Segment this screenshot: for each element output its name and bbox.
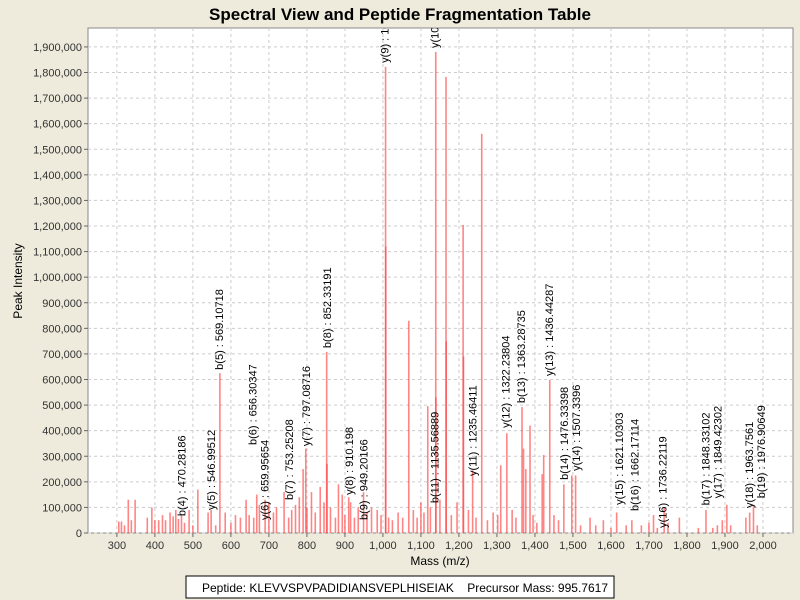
x-tick-label: 800 bbox=[298, 540, 316, 552]
x-tick-label: 300 bbox=[108, 540, 126, 552]
x-tick-label: 700 bbox=[260, 540, 278, 552]
fragment-label: b(13) : 1363.28735 bbox=[516, 310, 528, 403]
x-axis: 300 400 500 600 700 800 900 1,000 1,100 1,200 1,30… bbox=[108, 533, 777, 552]
x-tick-label: 1,100 bbox=[407, 540, 435, 552]
y-tick-label: 1,800,000 bbox=[33, 68, 82, 80]
x-tick-label: 900 bbox=[336, 540, 354, 552]
x-tick-label: 1,900 bbox=[711, 540, 739, 552]
y-tick-label: 1,100,000 bbox=[33, 247, 82, 259]
grid bbox=[88, 28, 793, 534]
fragment-label: b(8) : 852.33191 bbox=[322, 267, 334, 348]
y-tick-label: 500,000 bbox=[42, 400, 82, 412]
annotations: b(4) : 470.28186 y(5) : 546.99512 b(5) : 5… bbox=[177, 22, 769, 528]
x-tick-label: 600 bbox=[222, 540, 240, 552]
y-tick-label: 700,000 bbox=[42, 349, 82, 361]
y-tick-label: 400,000 bbox=[42, 426, 82, 438]
plot-area bbox=[87, 27, 794, 534]
y-tick-label: 1,300,000 bbox=[33, 195, 82, 207]
x-tick-label: 1,500 bbox=[559, 540, 587, 552]
peptide-sequence: Peptide: KLEVVSPVPADIDIANSVEPLHISEIAK bbox=[202, 581, 454, 595]
fragment-label: y(14) : 1507.3396 bbox=[571, 385, 583, 471]
x-tick-label: 1,700 bbox=[635, 540, 663, 552]
fragment-label: b(9) : 949.20166 bbox=[359, 439, 371, 520]
y-tick-label: 100,000 bbox=[42, 502, 82, 514]
fragment-label: y(18) : 1963.7561 bbox=[744, 422, 756, 508]
y-axis: 0 100,000 200,000 300,000 400,000 500,000 600,… bbox=[33, 42, 88, 540]
y-tick-label: 1,600,000 bbox=[33, 119, 82, 131]
y-tick-label: 1,400,000 bbox=[33, 170, 82, 182]
fragment-label: b(16) : 1662.17114 bbox=[630, 419, 642, 511]
x-tick-label: 1,200 bbox=[445, 540, 473, 552]
y-tick-label: 200,000 bbox=[42, 477, 82, 489]
x-tick-label: 1,000 bbox=[369, 540, 397, 552]
fragment-label: b(17) : 1848.33102 bbox=[700, 412, 712, 505]
y-tick-label: 1,000,000 bbox=[33, 272, 82, 284]
fragment-label: b(19) : 1976.90649 bbox=[756, 405, 768, 498]
y-tick-label: 0 bbox=[76, 528, 82, 540]
fragment-label: y(7) : 797.08716 bbox=[301, 366, 313, 446]
y-tick-label: 1,700,000 bbox=[33, 93, 82, 105]
fragment-label: b(6) : 656.30347 bbox=[247, 364, 259, 445]
fragment-label: y(6) : 659.95654 bbox=[259, 440, 271, 520]
fragment-label: b(5) : 569.10718 bbox=[214, 289, 226, 370]
peaks bbox=[117, 52, 759, 533]
fragment-label: y(17) : 1849.42302 bbox=[712, 406, 724, 498]
peptide-legend: Peptide: KLEVVSPVPADIDIANSVEPLHISEIAK Pr… bbox=[185, 575, 615, 599]
x-tick-label: 1,800 bbox=[673, 540, 701, 552]
y-tick-label: 600,000 bbox=[42, 375, 82, 387]
x-axis-label: Mass (m/z) bbox=[410, 554, 469, 568]
fragment-label: y(5) : 546.99512 bbox=[206, 430, 218, 510]
y-tick-label: 1,900,000 bbox=[33, 42, 82, 54]
x-tick-label: 1,300 bbox=[483, 540, 511, 552]
fragment-label: b(4) : 470.28186 bbox=[177, 435, 189, 516]
x-tick-label: 1,400 bbox=[521, 540, 549, 552]
y-tick-label: 900,000 bbox=[42, 298, 82, 310]
y-tick-label: 1,500,000 bbox=[33, 144, 82, 156]
y-tick-label: 300,000 bbox=[42, 451, 82, 463]
y-tick-label: 800,000 bbox=[42, 323, 82, 335]
x-tick-label: 1,600 bbox=[597, 540, 625, 552]
fragment-label: b(14) : 1476.33398 bbox=[559, 387, 571, 480]
fragment-label: y(11) : 1235.46411 bbox=[467, 385, 479, 476]
fragment-label: y(16) : 1736.22119 bbox=[658, 436, 670, 528]
chart-title: Spectral View and Peptide Fragmentation … bbox=[209, 5, 591, 24]
fragment-label: y(12) : 1322.23804 bbox=[500, 336, 512, 428]
x-tick-label: 2,000 bbox=[749, 540, 777, 552]
y-axis-label: Peak Intensity bbox=[11, 243, 25, 318]
fragment-label: y(13) : 1436.44287 bbox=[544, 284, 556, 376]
fragment-label: y(8) : 910.198 bbox=[344, 427, 356, 495]
precursor-mass: Precursor Mass: 995.7617 bbox=[467, 581, 608, 595]
x-tick-label: 400 bbox=[146, 540, 164, 552]
fragment-label: y(15) : 1621.10303 bbox=[614, 413, 626, 505]
fragment-label: b(11) : 1135.56889 bbox=[429, 412, 441, 503]
y-tick-label: 1,200,000 bbox=[33, 221, 82, 233]
fragment-label: y(10) bbox=[430, 23, 442, 48]
fragment-label: y(9) : 10 bbox=[379, 22, 391, 62]
x-tick-label: 500 bbox=[184, 540, 202, 552]
fragment-label: b(7) : 753.25208 bbox=[284, 419, 296, 500]
